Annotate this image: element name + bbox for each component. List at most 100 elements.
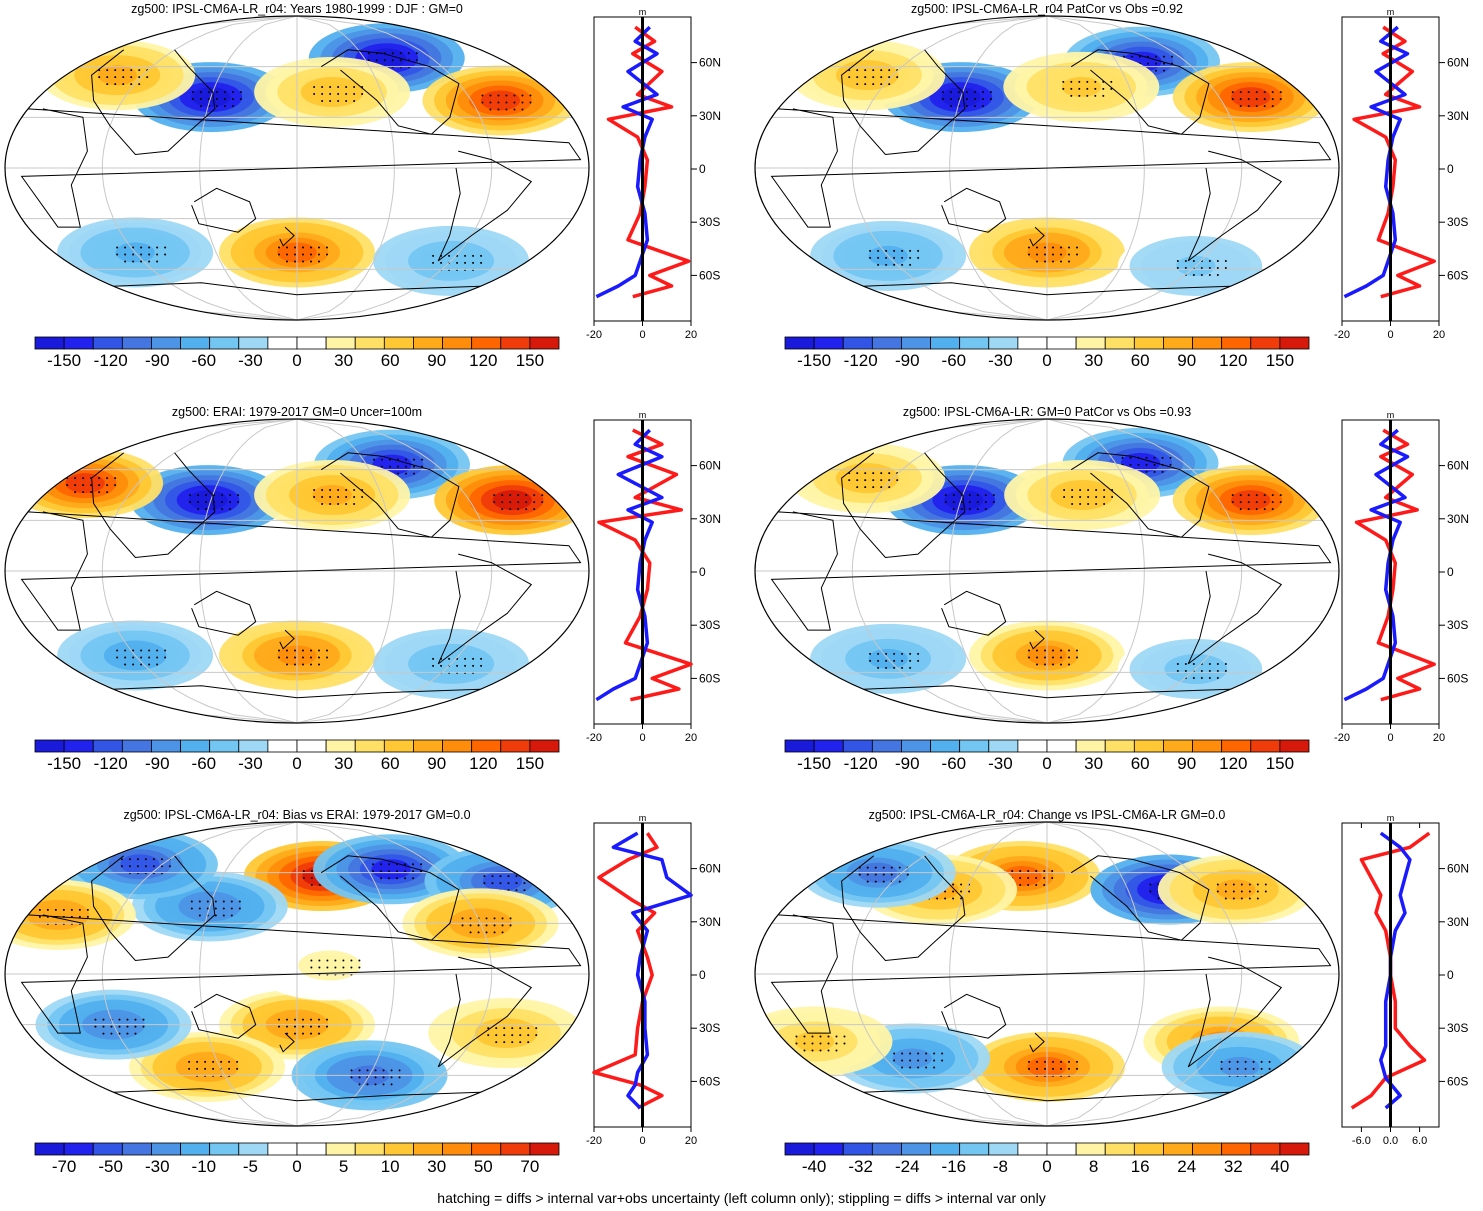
coastline-4	[1070, 452, 1210, 538]
lat-label: 60N	[1447, 459, 1469, 473]
colorbar-segment	[930, 739, 961, 753]
lat-label: 0	[699, 162, 706, 176]
coastline-3	[941, 993, 1007, 1039]
colorbar-segment	[442, 336, 473, 350]
colorbar-label: -60	[942, 754, 967, 773]
x-label: -20	[1334, 732, 1350, 744]
colorbar-segment	[354, 1142, 385, 1156]
anomaly-3	[1172, 62, 1329, 133]
colorbar-segment	[121, 739, 152, 753]
coastline-5	[1187, 956, 1283, 1068]
colorbar-segment	[842, 739, 873, 753]
x-label: -20	[1334, 329, 1350, 341]
colorbar-segment	[413, 1142, 443, 1156]
coastline-1	[841, 855, 966, 962]
colorbar-segment	[959, 1142, 990, 1156]
coastline-3	[941, 590, 1007, 636]
x-label: 0	[1387, 329, 1393, 341]
colorbar-segment	[1104, 739, 1135, 753]
colorbar-segment	[1250, 1142, 1281, 1156]
lat-label: 30S	[1447, 618, 1468, 632]
colorbar-segment	[238, 336, 269, 350]
colorbar-label: 24	[1177, 1157, 1196, 1176]
panel-2: zg500: IPSL-CM6A-LR_r04 PatCor vs Obs =0…	[754, 2, 1469, 370]
colorbar-label: -60	[192, 754, 217, 773]
lat-label: 60N	[1447, 56, 1469, 70]
colorbar-segment	[267, 1142, 298, 1156]
colorbar-label: -60	[192, 351, 217, 370]
zonal-unit: m	[1387, 410, 1395, 420]
anomaly-3	[422, 65, 579, 136]
lat-label: 60S	[1447, 268, 1468, 282]
colorbar-segment	[1163, 336, 1193, 350]
colorbar-label: 50	[474, 1157, 493, 1176]
colorbar-segment	[1133, 739, 1164, 753]
colorbar-label: -30	[145, 1157, 170, 1176]
coastlines	[770, 49, 1332, 296]
colorbar-label: -70	[52, 1157, 77, 1176]
colorbar-segment	[1104, 336, 1135, 350]
colorbar-segment	[209, 1142, 240, 1156]
coastline-1	[91, 49, 216, 156]
colorbar-label: -90	[145, 351, 170, 370]
x-label: 0.0	[1383, 1135, 1398, 1147]
panel-4: zg500: IPSL-CM6A-LR: GM=0 PatCor vs Obs …	[754, 405, 1469, 773]
x-label: 20	[685, 732, 697, 744]
coastline-6	[1029, 226, 1045, 247]
colorbar-segment	[901, 1142, 931, 1156]
zonal-unit: m	[639, 813, 647, 823]
colorbar-segment	[354, 336, 385, 350]
colorbar-segment	[442, 739, 473, 753]
map-outline	[4, 418, 590, 724]
coastline-7	[863, 1088, 1231, 1102]
zonal-panel: m 60N 30N 0 30S 60S -6.0 0.0 6.0	[1341, 813, 1469, 1147]
colorbar-label: 90	[1177, 754, 1196, 773]
coastline-2	[770, 108, 1332, 228]
colorbar-label: 32	[1224, 1157, 1243, 1176]
colorbar-label: 0	[1042, 351, 1051, 370]
colorbar: -150 -120 -90 -60 -30 0 30 60 90 120 150	[784, 336, 1310, 370]
colorbar-label: 150	[516, 351, 544, 370]
colorbar-segment	[121, 1142, 152, 1156]
coastline-4	[1070, 855, 1210, 941]
colorbar-label: -16	[942, 1157, 967, 1176]
zonal-unit: m	[1387, 813, 1395, 823]
colorbar-label: 60	[1131, 754, 1150, 773]
coastline-6	[279, 629, 295, 650]
colorbar-segment	[383, 1142, 414, 1156]
colorbar-label: 120	[469, 351, 497, 370]
colorbar-segment	[1104, 1142, 1135, 1156]
colorbar: -150 -120 -90 -60 -30 0 30 60 90 120 150	[784, 739, 1310, 773]
lat-label: 30N	[699, 109, 721, 123]
zonal-unit: m	[639, 7, 647, 17]
colorbar-segment	[959, 739, 990, 753]
colorbar-segment	[92, 1142, 123, 1156]
colorbar: -150 -120 -90 -60 -30 0 30 60 90 120 150	[34, 739, 560, 773]
colorbar-label: -90	[145, 754, 170, 773]
colorbar-segment	[988, 1142, 1019, 1156]
colorbar-segment	[34, 1142, 65, 1156]
colorbar-label: -150	[797, 754, 831, 773]
colorbar-label: 120	[1219, 351, 1247, 370]
lat-label: 0	[699, 565, 706, 579]
x-label: 0	[639, 329, 645, 341]
colorbar-label: 0	[1042, 1157, 1051, 1176]
colorbar-segment	[500, 336, 531, 350]
x-label: -6.0	[1352, 1135, 1371, 1147]
colorbar-segment	[1017, 739, 1048, 753]
colorbar-segment	[413, 739, 443, 753]
colorbar-label: 30	[334, 754, 353, 773]
panel-6: zg500: IPSL-CM6A-LR_r04: Change vs IPSL-…	[754, 808, 1469, 1176]
x-label: 0	[639, 732, 645, 744]
colorbar-label: 150	[1266, 754, 1294, 773]
colorbar-segment	[1221, 1142, 1252, 1156]
colorbar-label: -50	[98, 1157, 123, 1176]
zonal-blue-line	[611, 831, 693, 1110]
colorbar-label: 90	[427, 754, 446, 773]
colorbar-segment	[784, 336, 815, 350]
map	[755, 16, 1339, 320]
anomaly-4	[254, 57, 411, 127]
colorbar-segment	[63, 739, 94, 753]
colorbar-label: -24	[895, 1157, 920, 1176]
map-outline	[4, 821, 590, 1127]
